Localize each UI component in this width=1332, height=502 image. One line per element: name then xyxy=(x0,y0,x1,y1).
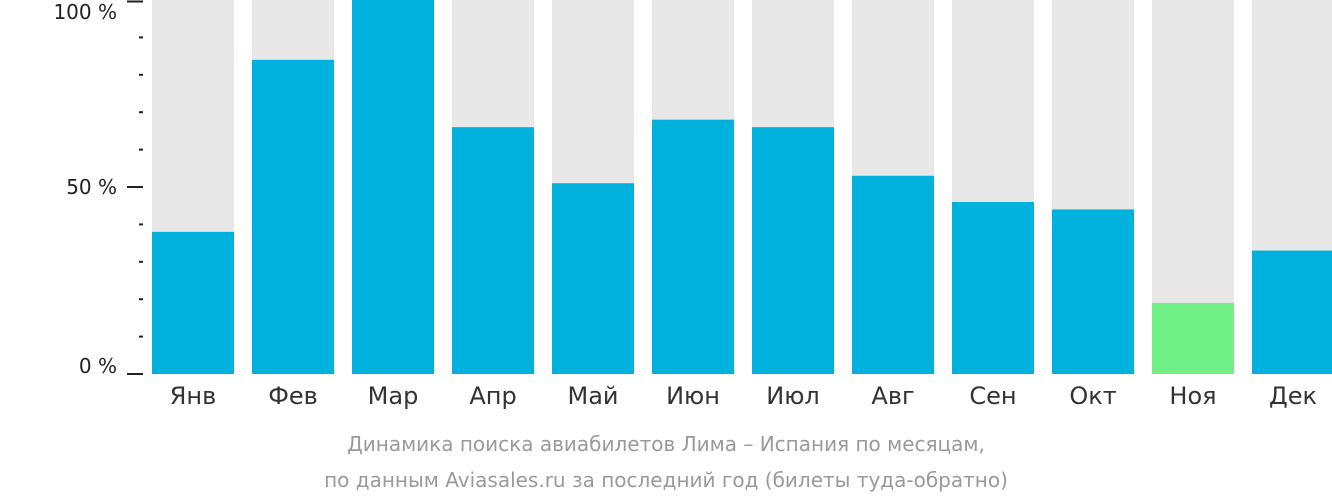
x-tick-label: Май xyxy=(567,382,618,410)
x-tick-label: Июл xyxy=(766,382,820,410)
x-tick-label: Апр xyxy=(469,382,516,410)
chart-caption-line2: по данным Aviasales.ru за последний год … xyxy=(324,468,1008,492)
x-tick-label: Авг xyxy=(871,382,914,410)
bar-9 xyxy=(1052,209,1134,374)
bar-4 xyxy=(552,183,634,374)
chart-caption-line1: Динамика поиска авиабилетов Лима – Испан… xyxy=(347,432,985,456)
x-tick-label: Фев xyxy=(268,382,318,410)
x-tick-label: Окт xyxy=(1069,382,1116,410)
bar-2 xyxy=(352,0,434,374)
x-tick-label: Янв xyxy=(170,382,217,410)
x-tick-label: Ноя xyxy=(1169,382,1216,410)
bar-11 xyxy=(1252,250,1332,374)
bar-chart: 100 % 50 % 0 % Янв Фев Мар Апр Май Июн Июл Авг Сен О… xyxy=(53,0,1332,410)
x-tick-label: Мар xyxy=(368,382,419,410)
y-tick-label: 100 % xyxy=(53,0,117,24)
x-tick-label: Июн xyxy=(666,382,720,410)
bar-0 xyxy=(152,231,234,374)
x-tick-label: Дек xyxy=(1269,382,1317,410)
bar-3 xyxy=(452,127,534,374)
bar-8 xyxy=(952,201,1034,374)
bar-7 xyxy=(852,175,934,374)
y-tick-label: 50 % xyxy=(66,175,117,199)
bar-1 xyxy=(252,59,334,375)
y-tick-label: 0 % xyxy=(79,354,117,378)
bar-5 xyxy=(652,119,734,375)
bar-10 xyxy=(1152,302,1234,374)
bar-6 xyxy=(752,127,834,374)
x-tick-label: Сен xyxy=(969,382,1016,410)
